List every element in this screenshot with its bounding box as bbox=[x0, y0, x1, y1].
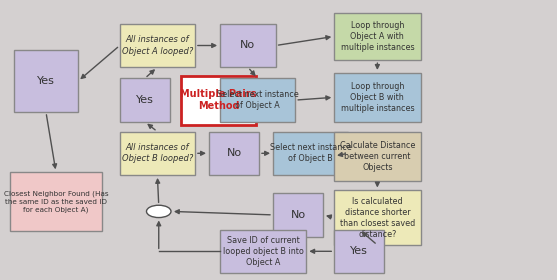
FancyBboxPatch shape bbox=[334, 230, 384, 273]
Text: Yes: Yes bbox=[37, 76, 55, 86]
FancyBboxPatch shape bbox=[120, 24, 195, 67]
FancyBboxPatch shape bbox=[14, 50, 78, 112]
FancyBboxPatch shape bbox=[273, 132, 348, 175]
FancyBboxPatch shape bbox=[220, 230, 306, 273]
Text: All instances of
Object A looped?: All instances of Object A looped? bbox=[121, 36, 193, 55]
FancyBboxPatch shape bbox=[220, 78, 295, 122]
Text: Multiple Pairs
Method: Multiple Pairs Method bbox=[180, 89, 257, 111]
Text: Save ID of current
looped object B into
Object A: Save ID of current looped object B into … bbox=[223, 236, 304, 267]
FancyBboxPatch shape bbox=[10, 172, 102, 231]
Text: Select next instance
of Object A: Select next instance of Object A bbox=[217, 90, 299, 110]
Text: Loop through
Object A with
multiple instances: Loop through Object A with multiple inst… bbox=[340, 21, 414, 52]
FancyBboxPatch shape bbox=[273, 193, 323, 237]
Text: Closest Neighbor Found (Has
the same ID as the saved ID
for each Object A): Closest Neighbor Found (Has the same ID … bbox=[4, 191, 108, 213]
Text: Yes: Yes bbox=[136, 95, 154, 105]
FancyBboxPatch shape bbox=[334, 13, 421, 60]
Text: Is calculated
distance shorter
than closest saved
distance?: Is calculated distance shorter than clos… bbox=[340, 197, 415, 239]
Text: No: No bbox=[226, 148, 242, 158]
FancyBboxPatch shape bbox=[334, 190, 421, 245]
Text: Calculate Distance
between current
Objects: Calculate Distance between current Objec… bbox=[340, 141, 415, 172]
Text: Select next instance
of Object B: Select next instance of Object B bbox=[270, 143, 351, 163]
FancyBboxPatch shape bbox=[120, 78, 170, 122]
Text: No: No bbox=[240, 41, 256, 50]
Circle shape bbox=[146, 205, 171, 218]
Text: Yes: Yes bbox=[350, 246, 368, 256]
Text: Loop through
Object B with
multiple instances: Loop through Object B with multiple inst… bbox=[340, 82, 414, 113]
FancyBboxPatch shape bbox=[334, 73, 421, 122]
FancyBboxPatch shape bbox=[181, 76, 256, 125]
FancyBboxPatch shape bbox=[209, 132, 259, 175]
Text: All instances of
Object B looped?: All instances of Object B looped? bbox=[121, 143, 193, 163]
FancyBboxPatch shape bbox=[220, 24, 276, 67]
Text: No: No bbox=[290, 210, 306, 220]
FancyBboxPatch shape bbox=[120, 132, 195, 175]
FancyBboxPatch shape bbox=[334, 132, 421, 181]
